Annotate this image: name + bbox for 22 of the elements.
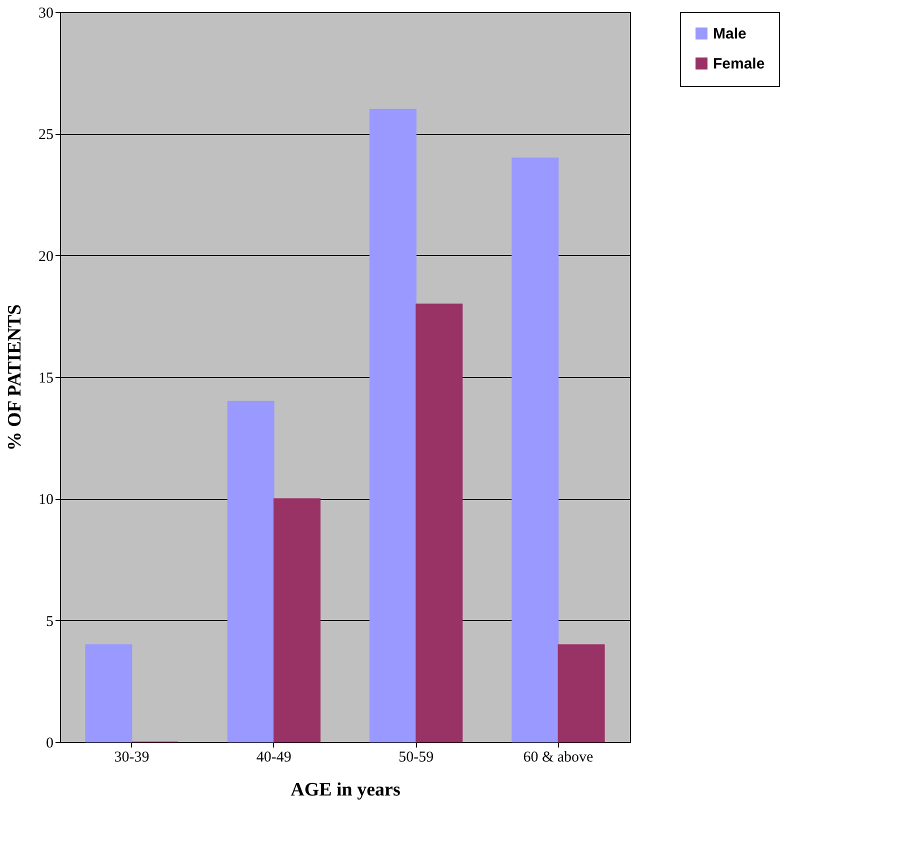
bar [558, 644, 605, 742]
y-axis-title: % OF PATIENTS [4, 304, 26, 451]
x-tick-label: 50-59 [398, 750, 434, 766]
y-tick-label: 15 [38, 370, 54, 386]
y-tick-label: 10 [38, 492, 54, 508]
x-tick-label: 30-39 [114, 750, 150, 766]
bar [227, 400, 274, 742]
y-tick-label: 0 [46, 736, 54, 752]
bar [369, 108, 416, 742]
legend-label: Male [713, 26, 746, 42]
legend-label: Female [713, 56, 765, 72]
y-tick-label: 25 [38, 127, 54, 144]
bar [512, 158, 559, 742]
bar [85, 644, 132, 742]
x-axis-title: AGE in years [290, 780, 400, 800]
y-tick-label: 5 [46, 614, 54, 630]
x-tick-label: 60 & above [523, 750, 594, 766]
x-tick-label: 40-49 [256, 750, 292, 766]
y-tick-label: 20 [38, 248, 54, 265]
y-tick-label: 30 [38, 6, 54, 22]
bar [274, 498, 321, 742]
bar [416, 304, 463, 742]
